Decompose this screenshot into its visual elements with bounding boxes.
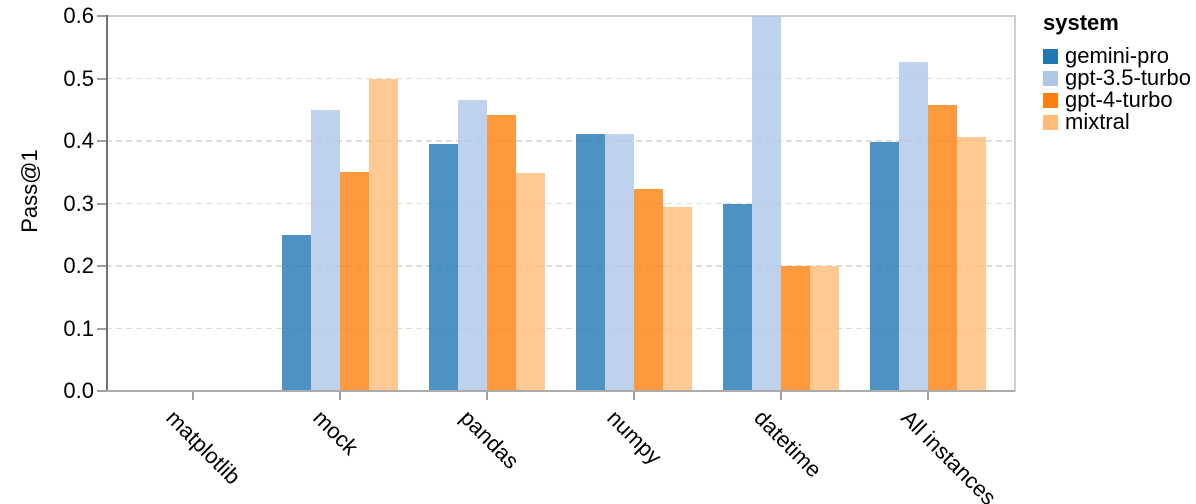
x-tick	[780, 392, 782, 400]
legend-swatch	[1043, 70, 1058, 86]
bar	[458, 100, 487, 391]
legend-label: gemini-pro	[1065, 43, 1169, 68]
x-tick-label: datetime	[749, 405, 827, 483]
bar	[576, 133, 605, 391]
gridline	[106, 77, 1015, 80]
y-tick	[97, 390, 106, 392]
legend-swatch	[1043, 48, 1058, 64]
y-tick-label: 0.0	[63, 378, 94, 403]
bar	[429, 144, 458, 391]
gridline	[106, 265, 1015, 267]
bar	[311, 109, 340, 391]
legend-swatch	[1043, 92, 1058, 108]
legend-label: gpt-4-turbo	[1065, 87, 1173, 112]
bar	[870, 142, 899, 391]
bar	[810, 266, 839, 391]
bar	[752, 16, 781, 391]
x-tick	[633, 392, 635, 400]
bar	[723, 203, 752, 391]
legend-swatch	[1043, 114, 1058, 130]
bar	[634, 188, 663, 391]
legend-entry: gpt-3.5-turbo	[1043, 65, 1191, 90]
x-tick-label: numpy	[602, 405, 667, 470]
legend-entries: gemini-pro gpt-3.5-turbo gpt-4-turbo mixtra…	[1043, 43, 1191, 134]
legend-entry: gpt-4-turbo	[1043, 87, 1191, 112]
y-tick-label: 0.5	[63, 65, 94, 91]
gridline	[106, 140, 1015, 142]
bar	[781, 266, 810, 391]
legend-entry: mixtral	[1043, 109, 1191, 134]
plot-area	[106, 16, 1015, 391]
bar	[605, 133, 634, 391]
x-tick-label: All instances	[896, 405, 1002, 504]
gridline	[106, 327, 1015, 330]
y-tick	[97, 77, 106, 80]
y-tick-label: 0.2	[63, 253, 94, 278]
y-tick-label: 0.3	[63, 190, 94, 216]
bar	[928, 105, 957, 391]
bar	[516, 172, 545, 391]
x-tick-label: pandas	[455, 405, 525, 474]
y-tick	[97, 15, 106, 17]
bar	[340, 172, 369, 391]
x-tick-label: mock	[308, 405, 364, 460]
bar	[282, 234, 311, 391]
legend: system gemini-pro gpt-3.5-turbo gpt-4-turb…	[1043, 10, 1191, 134]
y-tick-label: 0.4	[63, 128, 94, 153]
bar	[957, 137, 986, 391]
bar	[487, 114, 516, 391]
y-tick	[97, 327, 106, 330]
legend-title: system	[1043, 10, 1119, 35]
legend-label: mixtral	[1065, 109, 1130, 134]
x-tick	[192, 392, 194, 400]
bar	[369, 78, 398, 391]
bar	[663, 207, 692, 391]
y-tick	[97, 140, 106, 142]
gridline	[106, 202, 1015, 205]
y-tick	[97, 202, 106, 205]
bar	[899, 61, 928, 391]
y-tick-label: 0.1	[63, 315, 94, 341]
x-tick	[339, 392, 341, 400]
x-tick-label: matplotlib	[161, 405, 246, 490]
plot-top-spine	[106, 15, 1016, 17]
y-tick	[97, 265, 106, 267]
x-axis-spine	[106, 390, 1015, 392]
x-tick	[927, 392, 929, 400]
y-axis-spine	[105, 15, 108, 392]
x-tick	[486, 392, 488, 400]
legend-entry: gemini-pro	[1043, 43, 1191, 68]
y-tick-label: 0.6	[63, 3, 94, 28]
legend-label: gpt-3.5-turbo	[1065, 65, 1191, 90]
